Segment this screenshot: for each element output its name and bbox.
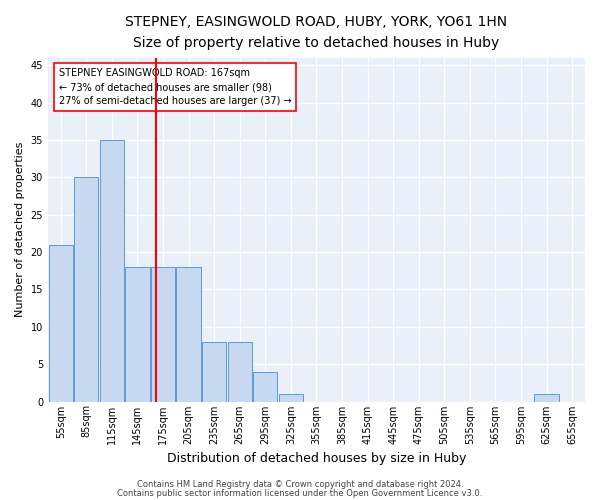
Bar — [125, 267, 149, 402]
Text: STEPNEY EASINGWOLD ROAD: 167sqm
← 73% of detached houses are smaller (98)
27% of: STEPNEY EASINGWOLD ROAD: 167sqm ← 73% of… — [59, 68, 291, 106]
X-axis label: Distribution of detached houses by size in Huby: Distribution of detached houses by size … — [167, 452, 466, 465]
Bar — [279, 394, 303, 402]
Bar — [253, 372, 277, 402]
Bar — [202, 342, 226, 402]
Bar — [49, 244, 73, 402]
Y-axis label: Number of detached properties: Number of detached properties — [15, 142, 25, 318]
Text: Contains HM Land Registry data © Crown copyright and database right 2024.: Contains HM Land Registry data © Crown c… — [137, 480, 463, 489]
Bar — [535, 394, 559, 402]
Bar — [74, 178, 98, 402]
Bar — [227, 342, 252, 402]
Bar — [151, 267, 175, 402]
Text: Contains public sector information licensed under the Open Government Licence v3: Contains public sector information licen… — [118, 490, 482, 498]
Bar — [176, 267, 201, 402]
Bar — [100, 140, 124, 402]
Title: STEPNEY, EASINGWOLD ROAD, HUBY, YORK, YO61 1HN
Size of property relative to deta: STEPNEY, EASINGWOLD ROAD, HUBY, YORK, YO… — [125, 15, 508, 50]
